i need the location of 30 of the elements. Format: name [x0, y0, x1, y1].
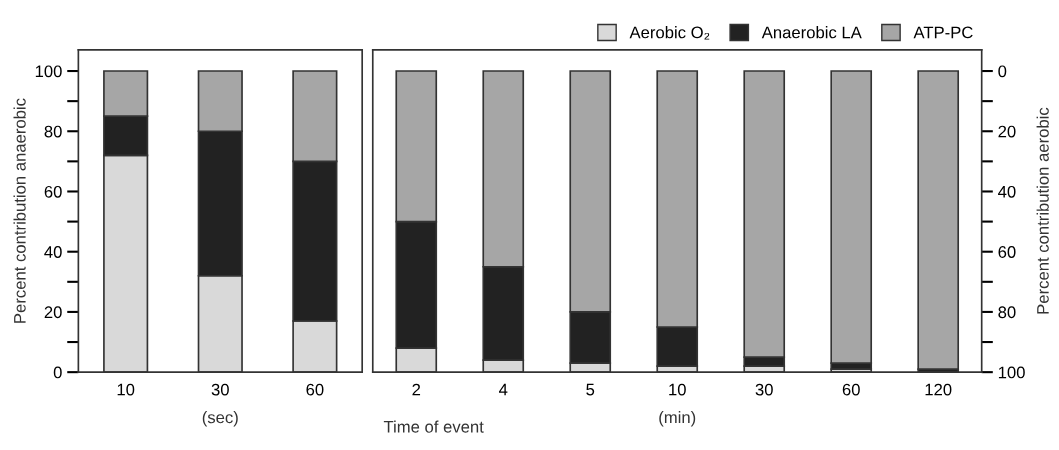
- y2-tick-label: 20: [998, 125, 1016, 138]
- x-tick-label: 10: [117, 383, 135, 396]
- y-tick-label: 40: [44, 246, 62, 258]
- y2-tick-label: 40: [998, 185, 1016, 198]
- x-tick-label: 5: [586, 383, 595, 396]
- x-tick-label: 10: [669, 383, 686, 396]
- x-tick-label: 60: [306, 383, 324, 396]
- y2-tick-label: 100: [998, 366, 1025, 379]
- y2-tick-label: 60: [998, 246, 1016, 258]
- legend-label: Aerobic O₂: [629, 26, 710, 40]
- legend-label: Anaerobic LA: [761, 26, 862, 39]
- x-tick-label: 60: [842, 383, 860, 396]
- y-tick-label: 100: [35, 65, 62, 78]
- y-tick-label: 60: [44, 185, 62, 198]
- x-tick-label: 2: [412, 383, 421, 396]
- y2-axis-title: Percent contribution aerobic: [1036, 107, 1049, 314]
- y-tick-label: 80: [44, 125, 62, 138]
- x-tick-label: 4: [499, 383, 508, 396]
- y2-tick-label: 0: [998, 65, 1007, 78]
- x-tick-label: 120: [925, 383, 952, 396]
- y-tick-label: 0: [53, 366, 62, 379]
- x-tick-label: 30: [211, 383, 229, 396]
- legend-label: ATP-PC: [913, 26, 973, 39]
- y-tick-label: 20: [44, 306, 62, 319]
- x-axis-title: Time of event: [383, 420, 484, 433]
- text: (min): [659, 411, 696, 427]
- text: (sec): [202, 411, 238, 427]
- y2-tick-label: 80: [998, 306, 1016, 319]
- y-axis-title: Percent contribution anaerobic: [13, 98, 26, 323]
- x-tick-label: 30: [755, 383, 773, 396]
